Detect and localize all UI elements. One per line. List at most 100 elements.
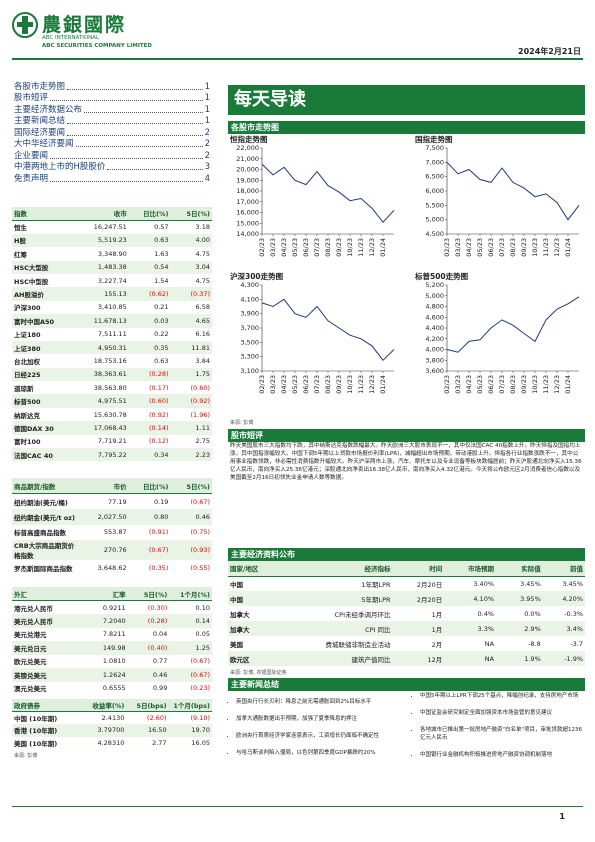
cell: (0.67)	[190, 497, 210, 506]
cell: CRB大宗商品期货价格指数	[12, 540, 78, 560]
row: CRB大宗商品期货价格指数 270.76 (0.67) (0.93)	[12, 540, 212, 560]
cell: 0.22	[154, 330, 169, 339]
header-row: 指数 收市 日比(%) 5日(%)	[12, 207, 212, 221]
toc-title: 免责声明	[14, 173, 49, 184]
cell: 台北加权	[14, 357, 40, 366]
y-tick-label: 4,200	[425, 335, 444, 343]
row: AH股溢价 155.13 (0.62) (0.37)	[12, 287, 212, 301]
y-tick-label: 4,600	[425, 313, 444, 321]
cell: 2.9%	[496, 621, 543, 636]
x-tick-label: 09/23	[520, 238, 528, 257]
header-cell: 收市	[77, 207, 129, 221]
row: 标普高盛商品指数 553.87 (0.91) (0.75)	[12, 525, 212, 541]
chart: 沪深300走势图 3,100 3,300 3,500 3,700 3,900 4,100 4,…	[228, 271, 400, 411]
cell: 3.45%	[562, 579, 583, 588]
x-tick-label: 05/23	[476, 375, 484, 394]
cell: 7.8211	[102, 630, 126, 639]
toc-entry: 国际经济要闻 2	[14, 126, 210, 138]
cell: 香港 (10年期)	[12, 724, 76, 737]
row: H股 5,519.23 0.63 4.00	[12, 233, 212, 248]
table: 商品期货/指数 市价 日比(%) 5日(%) 纽约期油(美元/桶) 77.19 0.19 (0…	[12, 478, 212, 576]
y-tick-label: 4,000	[425, 346, 444, 354]
row: 中国 (10年期) 2.4130 (2.60) (9.10)	[12, 712, 212, 725]
cell: (0.55)	[190, 563, 210, 572]
cell: 澳元兑美元	[14, 685, 47, 694]
commentary: 昨天美国股市三大指数均下跌，其中纳斯达克指数跌幅最大。昨天欧洲三大股市表现不一，…	[230, 443, 582, 481]
cell: 0.19	[153, 497, 169, 506]
chart-svg: 沪深300走势图 3,100 3,300 3,500 3,700 3,900 4,100 4,…	[230, 271, 395, 394]
cell: 富时中国A50	[12, 314, 78, 328]
news-list: 中国5年期以上LPR下调25个基点，降幅创纪录，支持房地产市场中国证监会研究制定…	[412, 692, 584, 768]
cell: 15,630.78	[93, 410, 127, 419]
x-tick-label: 06/23	[302, 375, 310, 394]
cell: 红筹	[14, 250, 27, 259]
header-cell: 时间	[392, 561, 445, 577]
cell: NA	[444, 651, 497, 666]
cell: 罗杰斯国际商品指数	[14, 564, 73, 573]
x-tick-label: 12/23	[368, 375, 376, 394]
x-tick-label: 08/23	[509, 375, 517, 394]
cell: 标普高盛商品指数	[14, 529, 66, 538]
cell: 1.63	[154, 249, 169, 258]
cell: (0.67)	[128, 540, 171, 560]
toc-page: 1	[204, 93, 210, 103]
y-tick-label: 7,000	[425, 158, 444, 166]
footer-rule	[12, 806, 583, 807]
cell: 0.03	[128, 314, 171, 328]
toc-title: 大中华经济要闻	[14, 139, 74, 149]
cell: (0.62)	[128, 287, 171, 301]
cell: 3,648.62	[97, 563, 127, 572]
cell: 中国	[230, 580, 243, 589]
cell: AH股溢价	[12, 287, 78, 301]
cell: 0.04	[152, 630, 168, 639]
cell: 1.2624	[77, 668, 128, 682]
toc-leader	[84, 111, 203, 113]
cell: 0.80	[128, 509, 171, 525]
cell: 1.9%	[496, 651, 543, 666]
x-tick-label: 04/23	[465, 238, 473, 257]
header-row: 政府债券 收益率(%) 5日(bps) 1个月(bps)	[12, 699, 212, 712]
banner: 每天导读	[228, 85, 585, 115]
y-tick-label: 3,100	[240, 367, 259, 375]
cell: 0.05	[195, 630, 210, 639]
news-item: 中国银行业金融机构积极推进房地产融资协调机制落地	[420, 751, 584, 759]
toc-title: 各股市走势图	[14, 81, 66, 92]
cell: 3,410.85	[97, 303, 127, 312]
cell: 沪深300	[14, 304, 41, 313]
y-tick-label: 20,000	[236, 166, 259, 174]
logo-cn: 農銀國際	[42, 14, 127, 36]
row: 上证380 4,950.31 0.35 11.81	[12, 340, 212, 355]
toc-title: 国际经济要闻	[14, 127, 66, 138]
y-tick-label: 4,100	[240, 295, 259, 303]
cell: 法国CAC 40	[12, 448, 78, 462]
row: 澳元兑美元 0.6555 0.99 (0.23)	[12, 682, 212, 696]
cell: 美元兑日元	[12, 641, 78, 655]
x-tick-label: 11/23	[357, 375, 365, 394]
table: 指数 收市 日比(%) 5日(%) 恒生 16,247.51 0.57 3.18 H股 5,519…	[12, 207, 212, 462]
x-tick-label: 10/23	[531, 238, 539, 257]
chart: 国指走势图 4,500 5,000 5,500 6,000 6,500 7,000 7,500…	[413, 134, 585, 274]
logo-mark	[12, 12, 38, 38]
cell: 日经225	[12, 367, 78, 382]
y-tick-label: 17,000	[236, 198, 259, 206]
header-row: 商品期货/指数 市价 日比(%) 5日(%)	[12, 478, 212, 494]
cell: 155.13	[77, 287, 129, 301]
header-cell: 1个月(%)	[169, 587, 212, 601]
row: 英镑兑美元 1.2624 0.46 (0.67)	[12, 668, 212, 682]
econ-table: 国家/地区 经济指标 时间 市场预期 实际值 前值 中国 1年期LPR 2月20日 3.40% 3.…	[228, 561, 585, 666]
cell: -0.3%	[564, 609, 583, 618]
row: 欧元兑美元 1.0810 0.77 (0.67)	[12, 655, 212, 669]
toc-title: 主要经济数据公布	[14, 104, 83, 115]
cell: 4.00	[170, 233, 212, 248]
table: 政府债券 收益率(%) 5日(bps) 1个月(bps) 中国 (10年期) 2.4130…	[12, 699, 212, 749]
cell: (0.14)	[128, 421, 171, 435]
cell: 2月	[431, 640, 443, 649]
x-tick-label: 01/24	[379, 238, 387, 257]
cell: 1.25	[169, 641, 212, 655]
cell: 4,975.51	[77, 394, 129, 408]
cell: (0.67)	[190, 657, 210, 666]
x-tick-label: 03/23	[269, 375, 277, 394]
cell: 2.23	[170, 448, 212, 462]
chart: 恒指走势图 14,000 15,000 16,000 17,000 18,000 19,00…	[228, 134, 400, 274]
cell: -1.9%	[542, 651, 585, 666]
